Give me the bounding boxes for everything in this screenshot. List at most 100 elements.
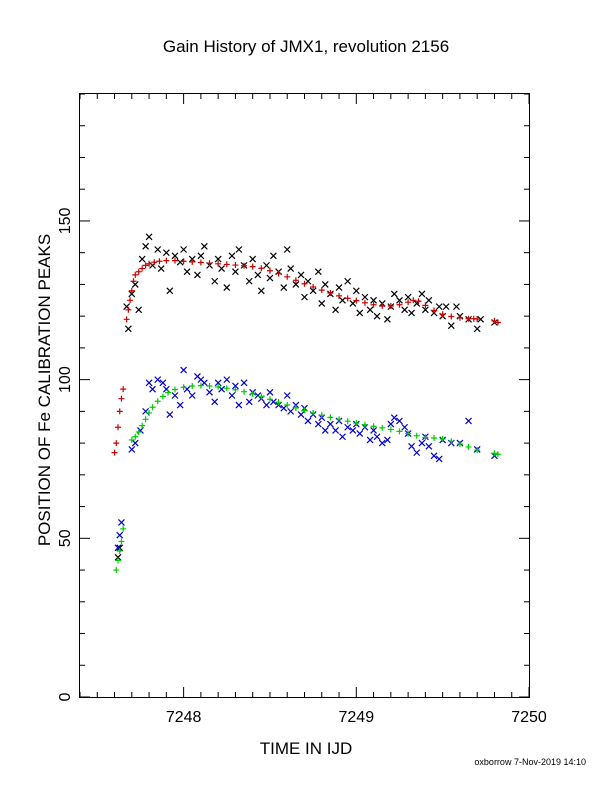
data-point: [304, 417, 312, 425]
data-point: [344, 423, 352, 431]
data-point: [321, 426, 329, 434]
data-point: [431, 435, 438, 442]
data-point: [387, 420, 395, 428]
data-point: [356, 309, 364, 317]
data-point: [232, 262, 239, 269]
data-point: [456, 314, 463, 321]
data-points: [111, 233, 501, 574]
data-point: [352, 287, 360, 295]
data-point: [266, 267, 273, 274]
data-point: [422, 302, 429, 309]
data-point: [132, 271, 139, 278]
data-point: [245, 277, 253, 285]
data-point: [283, 392, 291, 399]
data-point: [149, 404, 156, 411]
data-point: [474, 316, 481, 323]
data-point: [130, 278, 137, 285]
data-point: [171, 252, 179, 260]
data-point: [310, 409, 317, 416]
data-point: [131, 439, 139, 447]
data-point: [383, 315, 391, 323]
data-point: [232, 386, 239, 393]
x-tick-label: 7249: [339, 709, 375, 726]
plot-frame: [79, 93, 530, 698]
data-point: [284, 402, 291, 409]
data-point: [124, 325, 132, 333]
data-point: [284, 273, 291, 280]
data-point: [123, 316, 130, 323]
data-point: [223, 261, 230, 268]
data-point: [180, 384, 187, 391]
data-point: [318, 300, 326, 307]
data-point: [200, 242, 208, 250]
axis-ticks: [79, 93, 530, 698]
x-tick-label: 7248: [166, 709, 202, 726]
data-point: [448, 438, 455, 445]
data-point: [127, 297, 134, 304]
data-point: [211, 277, 219, 285]
data-point: [235, 401, 243, 409]
data-point: [166, 287, 174, 295]
data-point: [326, 420, 334, 428]
data-point: [344, 277, 352, 285]
data-point: [176, 401, 184, 409]
chart-title: Gain History of JMX1, revolution 2156: [163, 37, 449, 56]
data-point: [120, 386, 127, 393]
data-point: [275, 399, 282, 406]
data-point: [465, 417, 472, 425]
data-point: [318, 287, 325, 294]
data-point: [200, 379, 208, 387]
data-point: [494, 319, 501, 326]
data-point: [235, 246, 243, 253]
data-point: [413, 432, 420, 439]
data-point: [396, 417, 403, 425]
data-point: [215, 260, 222, 267]
data-point: [114, 557, 121, 564]
data-point: [139, 265, 146, 272]
data-point: [188, 392, 196, 399]
data-point: [142, 262, 149, 269]
data-point: [378, 439, 386, 447]
footer-stamp: oxborrow 7-Nov-2019 14:10: [474, 757, 586, 767]
data-point: [142, 242, 150, 250]
data-point: [149, 385, 156, 393]
data-point: [223, 284, 231, 292]
data-point: [431, 307, 438, 314]
data-point: [165, 389, 172, 396]
data-point: [180, 258, 187, 265]
data-point: [139, 422, 146, 429]
data-point: [180, 366, 188, 374]
data-point: [327, 289, 334, 296]
data-point: [435, 303, 443, 311]
data-point: [128, 446, 136, 453]
data-point: [448, 313, 455, 320]
data-point: [218, 265, 226, 272]
data-point: [189, 258, 196, 265]
x-axis-label: TIME IN IJD: [260, 739, 353, 758]
data-point: [335, 284, 343, 292]
data-point: [292, 404, 299, 411]
data-point: [154, 376, 162, 384]
data-point: [114, 424, 121, 431]
data-point: [128, 290, 136, 298]
data-point: [314, 420, 322, 428]
data-point: [128, 287, 135, 294]
data-point: [465, 443, 472, 450]
data-point: [435, 455, 443, 463]
data-point: [332, 306, 340, 314]
data-point: [356, 430, 364, 438]
data-point: [408, 309, 415, 317]
data-point: [116, 544, 124, 552]
data-point: [257, 287, 265, 295]
data-point: [113, 440, 120, 447]
data-point: [154, 398, 161, 405]
data-point: [370, 423, 377, 430]
data-point: [301, 407, 308, 414]
data-point: [327, 414, 334, 421]
data-point: [171, 386, 178, 393]
data-point: [349, 300, 357, 307]
data-point: [283, 246, 291, 253]
data-point: [223, 376, 231, 384]
data-point: [405, 299, 412, 306]
